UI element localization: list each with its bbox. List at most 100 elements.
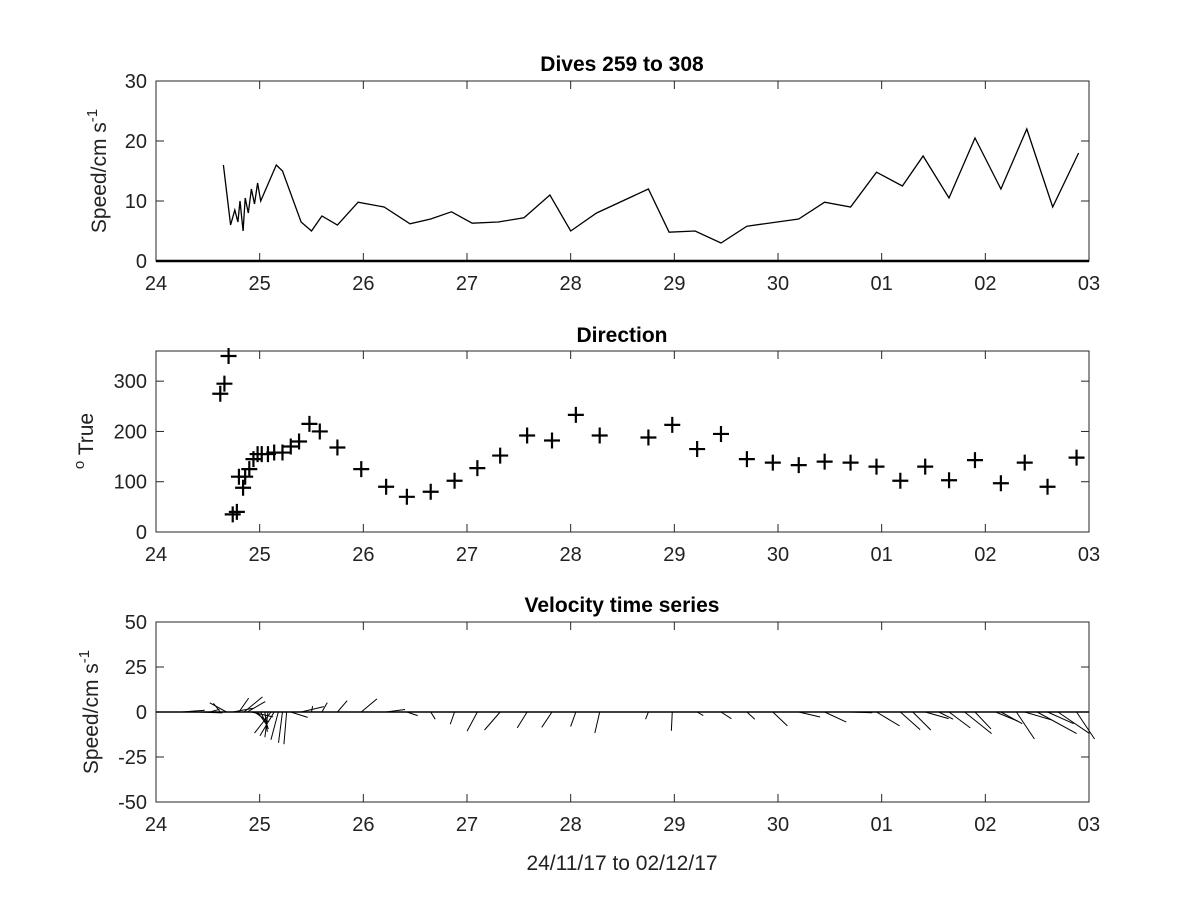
speed-xtick-label: 26 (352, 273, 374, 295)
velocity-stick (772, 711, 788, 727)
velocity-stick (746, 711, 756, 720)
velocity-ytick-label: -50 (118, 792, 147, 814)
velocity-stick (850, 711, 873, 714)
direction-plot (212, 348, 1085, 523)
velocity-stick (484, 711, 501, 731)
velocity-stick (912, 711, 932, 731)
velocity-xtick-label: 25 (249, 814, 271, 836)
direction-point (378, 478, 395, 495)
direction-point (228, 503, 245, 520)
direction-xtick-label: 29 (663, 544, 685, 566)
direction-point (220, 348, 237, 365)
velocity-xtick-label: 03 (1078, 814, 1100, 836)
direction-xtick-label: 02 (974, 544, 996, 566)
direction-point (816, 453, 833, 470)
direction-point (519, 427, 536, 444)
velocity-xtick-label: 02 (974, 814, 996, 836)
velocity-stick (238, 697, 250, 713)
direction-point (1039, 478, 1056, 495)
direction-xtick-label: 27 (456, 544, 478, 566)
velocity-xtick-label: 27 (456, 814, 478, 836)
velocity-stick (246, 701, 266, 713)
direction-point (966, 452, 983, 469)
direction-point (842, 454, 859, 471)
direction-xtick-label: 01 (871, 544, 893, 566)
speed-xtick-label: 02 (974, 273, 996, 295)
velocity-stick (974, 711, 992, 730)
direction-point (941, 472, 958, 489)
velocity-xtick-label: 24 (145, 814, 167, 836)
speed-ticks: 24 25 26 27 28 29 30 01 02 03 0 10 20 30 (125, 71, 1100, 295)
direction-point (992, 475, 1009, 492)
direction-panel: Direction o True 24 25 26 27 28 29 30 01 02 03 0 10… (71, 324, 1100, 566)
direction-point (329, 439, 346, 456)
direction-point (868, 458, 885, 475)
speed-xtick-label: 28 (560, 273, 582, 295)
velocity-stick (430, 711, 436, 720)
speed-ytick-label: 30 (125, 71, 147, 93)
velocity-stick (594, 711, 601, 734)
direction-point (492, 447, 509, 464)
direction-point (1068, 449, 1085, 466)
direction-xtick-label: 30 (767, 544, 789, 566)
velocity-ytick-label: 0 (136, 702, 147, 724)
direction-point (422, 483, 439, 500)
speed-xtick-label: 25 (249, 273, 271, 295)
velocity-stick (995, 711, 1018, 722)
velocity-stick (386, 708, 406, 713)
direction-point (591, 427, 608, 444)
velocity-stick (181, 709, 205, 713)
velocity-stick (1076, 711, 1095, 740)
velocity-panel: Velocity time series Speed/cm s-1 24/11/… (76, 594, 1100, 875)
velocity-stick (696, 711, 704, 717)
speed-xtick-label: 27 (456, 273, 478, 295)
speed-xtick-label: 24 (145, 273, 167, 295)
speed-axes-box (155, 80, 1090, 262)
direction-point (301, 415, 318, 432)
direction-point (216, 375, 233, 392)
velocity-stick (264, 711, 268, 732)
direction-xtick-label: 03 (1078, 544, 1100, 566)
direction-ytick-label: 200 (114, 421, 147, 443)
direction-xtick-label: 26 (352, 544, 374, 566)
velocity-stick (321, 702, 328, 713)
direction-xtick-label: 25 (249, 544, 271, 566)
velocity-stick (197, 711, 223, 714)
velocity-stick (964, 711, 992, 734)
velocity-stick (259, 711, 275, 737)
velocity-stick (720, 711, 732, 720)
direction-point (241, 461, 258, 478)
velocity-stick (360, 698, 378, 713)
direction-point (640, 429, 657, 446)
direction-point (544, 432, 561, 449)
velocity-plot (156, 696, 1095, 745)
velocity-stick (1016, 711, 1035, 740)
velocity-ytick-label: -25 (118, 747, 147, 769)
velocity-ytick-label: 50 (125, 612, 147, 634)
velocity-stick (449, 711, 456, 725)
direction-y-axis-label: o True (71, 413, 98, 469)
direction-point (917, 458, 934, 475)
velocity-chart-title: Velocity time series (525, 594, 720, 617)
direction-ytick-label: 100 (114, 472, 147, 494)
direction-point (764, 454, 781, 471)
velocity-stick (213, 703, 221, 713)
velocity-stick (337, 700, 348, 713)
speed-xtick-label: 03 (1078, 273, 1100, 295)
direction-point (689, 441, 706, 458)
velocity-stick (283, 711, 288, 745)
speed-xtick-label: 29 (663, 273, 685, 295)
direction-point (237, 468, 254, 485)
velocity-stick (311, 705, 314, 713)
speed-panel: Dives 259 to 308 Speed/cm s-1 24 25 26 27 28… (84, 53, 1100, 295)
velocity-stick (209, 702, 227, 713)
velocity-stick (938, 711, 954, 720)
direction-ytick-label: 0 (136, 522, 147, 544)
velocity-stick (798, 711, 821, 718)
direction-point (567, 406, 584, 423)
speed-plot (156, 127, 1089, 263)
speed-y-axis-label: Speed/cm s-1 (84, 109, 111, 233)
velocity-stick (406, 711, 418, 717)
velocity-stick (232, 707, 253, 713)
